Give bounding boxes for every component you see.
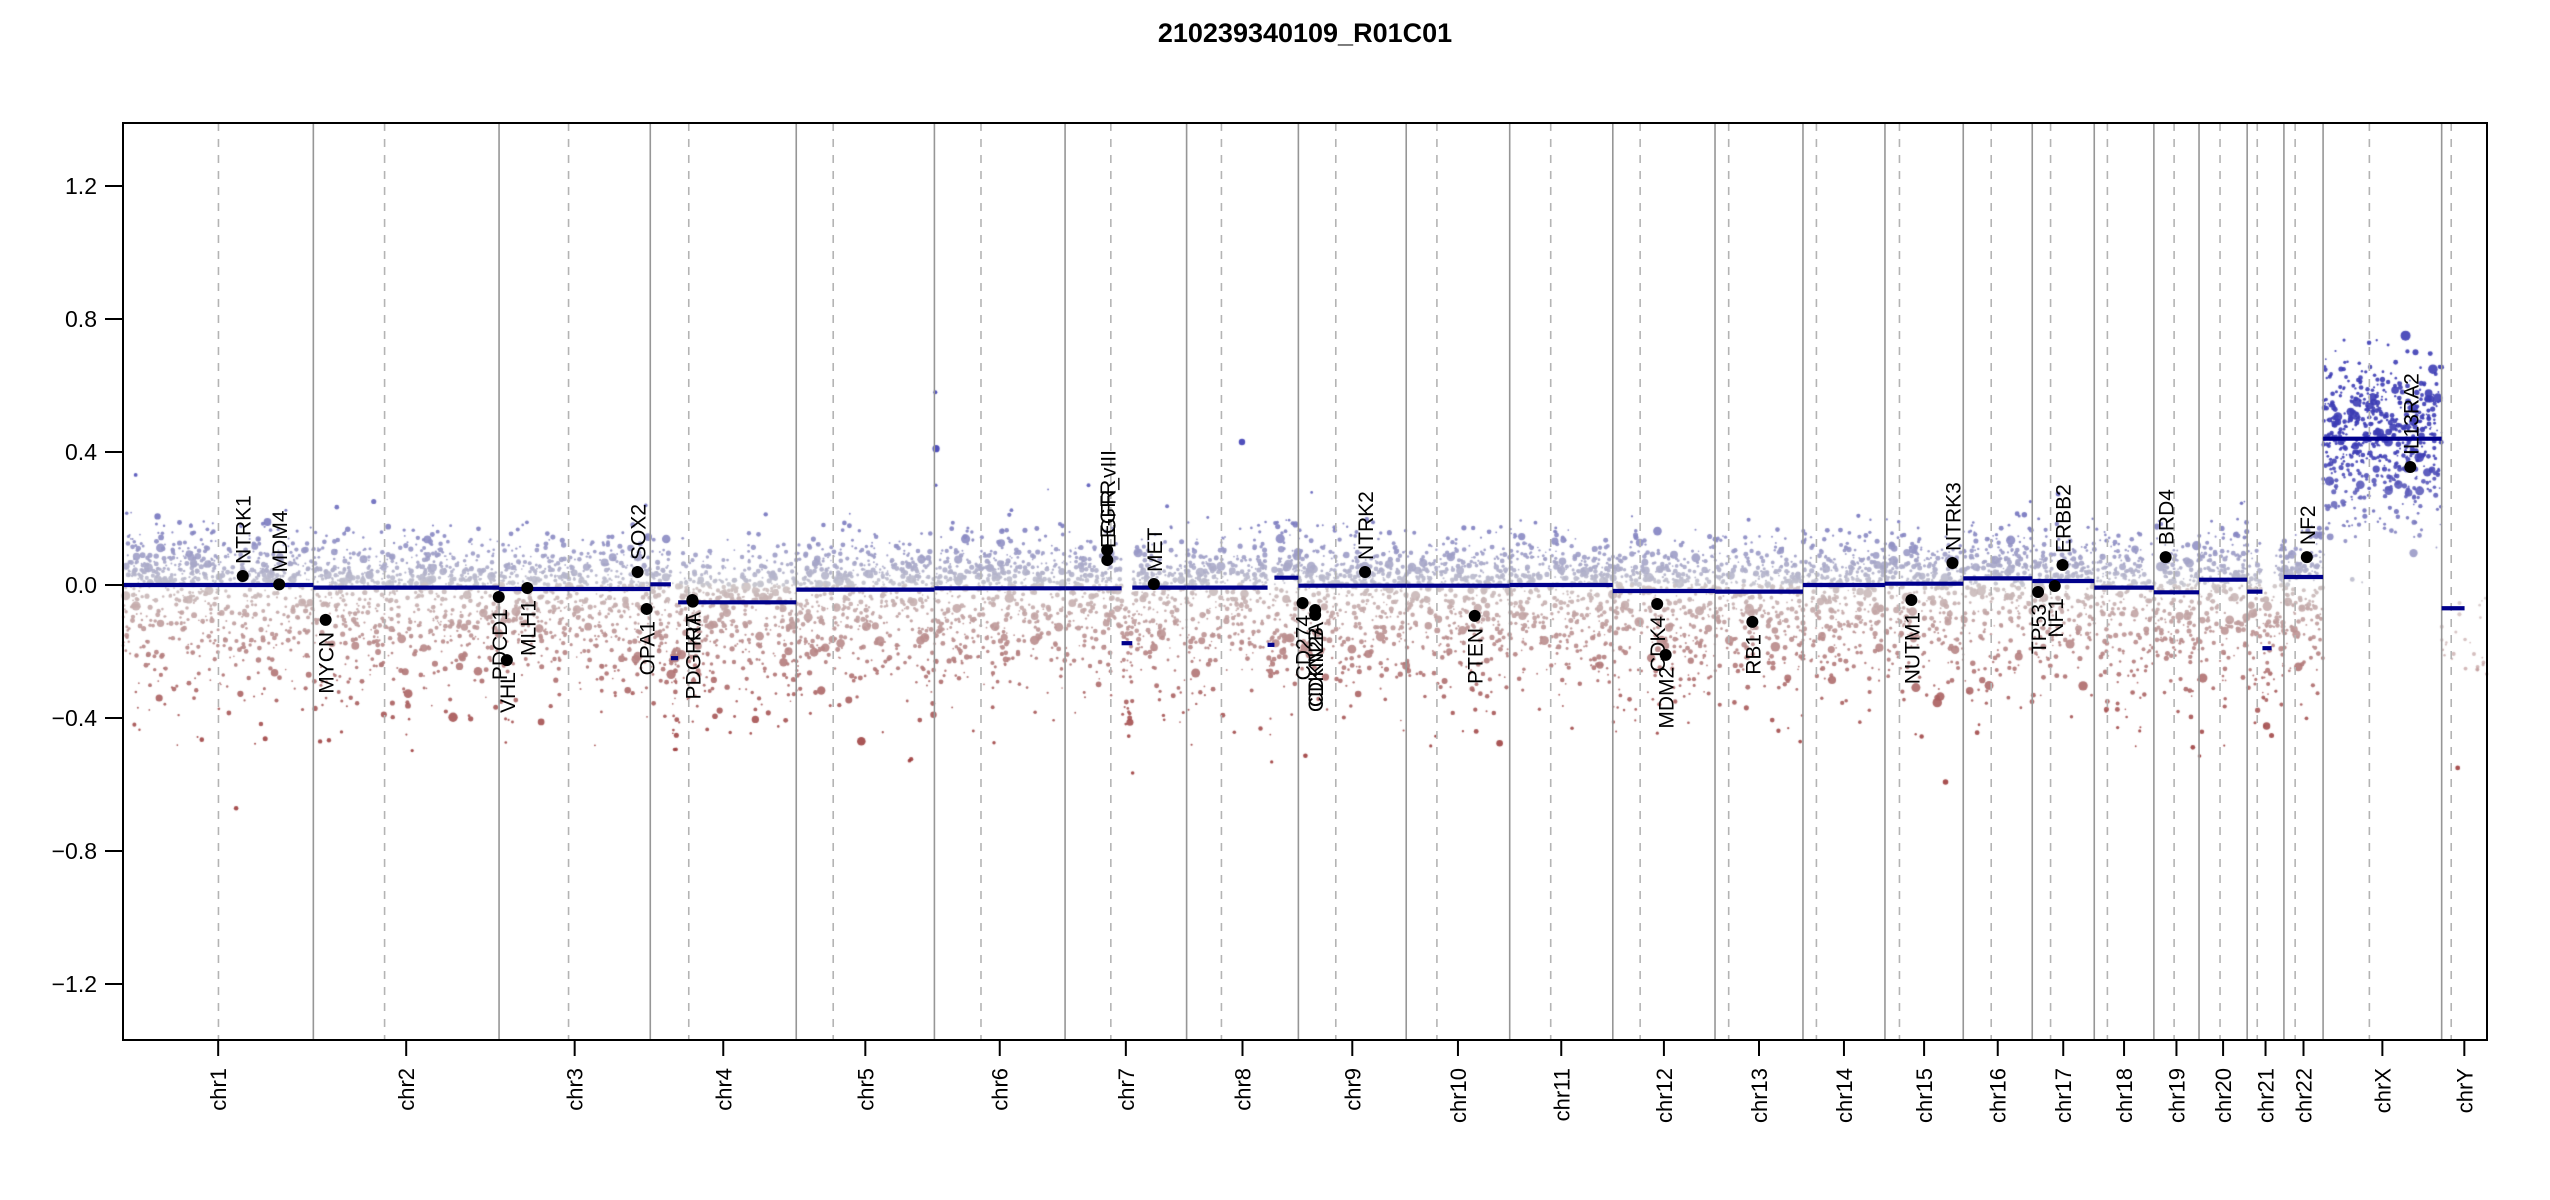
gene-label-SOX2: SOX2 [628,504,651,560]
gene-marker-VHL [500,654,513,667]
x-tick-label-chr2: chr2 [394,1068,419,1111]
gene-marker-KIT [686,595,699,608]
gene-label-VHL: VHL [497,672,520,713]
x-tick-label-chr12: chr12 [1652,1068,1677,1123]
x-tick-label-chr1: chr1 [206,1068,231,1111]
gene-marker-NTRK3 [1946,557,1959,570]
gene-marker-NF1 [2048,579,2061,592]
gene-marker-SOX2 [631,566,644,579]
gene-label-NUTM1: NUTM1 [1901,612,1924,684]
gene-label-NF1: NF1 [2045,598,2068,638]
gene-label-CDK4: CDK4 [1647,616,1670,672]
gene-label-IL13RA2: IL13RA2 [2400,373,2423,455]
gene-marker-BRD4 [2159,551,2172,564]
gene-label-NTRK1: NTRK1 [233,495,256,564]
gene-label-NTRK2: NTRK2 [1355,491,1378,560]
gene-marker-ERBB2 [2056,559,2069,572]
y-tick-label: 0.8 [65,306,97,332]
y-tick-label: 1.2 [65,173,97,199]
plot-box [122,122,2488,1041]
gene-marker-PDCD1 [492,590,505,603]
gene-label-CDKN2B: CDKN2B [1305,627,1328,712]
gene-label-NTRK3: NTRK3 [1942,482,1965,551]
gene-marker-NF2 [2300,551,2313,564]
gene-label-CD274: CD274 [1293,615,1316,681]
gene-label-KIT: KIT [683,613,706,646]
x-tick-label-chr20: chr20 [2211,1068,2236,1123]
gene-label-TP53: TP53 [2028,604,2051,654]
x-tick-label-chr18: chr18 [2112,1068,2137,1123]
gene-marker-NUTM1 [1905,593,1918,606]
x-tick-label-chrX: chrX [2370,1068,2395,1114]
gene-label-BRD4: BRD4 [2156,489,2179,545]
gene-label-MET: MET [1144,528,1167,573]
x-tick-label-chr11: chr11 [1549,1068,1574,1121]
gene-label-MDM2: MDM2 [1656,667,1679,729]
gene-label-NF2: NF2 [2297,505,2320,545]
x-tick-label-chr13: chr13 [1747,1068,1772,1123]
gene-marker-CDK4 [1651,597,1664,610]
gene-marker-EGFR_vIII [1101,554,1114,567]
gene-label-OPA1: OPA1 [637,621,660,675]
gene-label-MLH1: MLH1 [517,600,540,656]
plot-title: 210239340109_R01C01 [1157,18,1453,48]
gene-marker-MDM4 [273,578,286,591]
x-tick-label-chr15: chr15 [1912,1068,1937,1123]
y-tick-label: −0.8 [52,838,97,864]
gene-marker-EGFR [1101,544,1114,557]
gene-label-CDKN2A: CDKN2A [1305,622,1328,707]
gene-label-EGFR_vIII: EGFR_vIII [1097,450,1120,548]
x-tick-label-chr17: chr17 [2051,1068,2076,1123]
gene-marker-MLH1 [521,581,534,594]
y-tick-label: −0.4 [52,705,98,731]
gene-label-PDGFRA: PDGFRA [682,612,705,700]
x-tick-label-chr19: chr19 [2164,1068,2189,1123]
gene-marker-TP53 [2032,585,2045,598]
x-tick-label-chr14: chr14 [1832,1068,1857,1123]
gene-marker-NTRK1 [236,570,249,583]
x-tick-label-chr3: chr3 [563,1068,588,1111]
gene-label-RB1: RB1 [1742,634,1765,675]
x-tick-label-chr9: chr9 [1340,1068,1365,1111]
gene-marker-MDM2 [1659,648,1672,661]
gene-marker-MET [1147,578,1160,591]
gene-label-PTEN: PTEN [1465,628,1488,684]
gene-marker-CDKN2B [1309,608,1322,621]
x-tick-label-chr7: chr7 [1114,1068,1139,1111]
x-tick-label-chr16: chr16 [1986,1068,2011,1123]
x-tick-label-chr22: chr22 [2292,1068,2317,1123]
x-tick-label-chr6: chr6 [988,1068,1013,1111]
gene-label-ERBB2: ERBB2 [2053,484,2076,553]
gene-marker-NTRK2 [1359,566,1372,579]
gene-marker-OPA1 [640,602,653,615]
gene-label-EGFR: EGFR [1097,480,1120,538]
x-tick-label-chrY: chrY [2452,1068,2477,1114]
gene-marker-IL13RA2 [2404,460,2417,473]
gene-marker-RB1 [1746,615,1759,628]
x-tick-label-chr4: chr4 [711,1068,736,1111]
gene-marker-CD274 [1296,596,1309,609]
gene-label-MDM4: MDM4 [269,510,292,572]
x-tick-label-chr21: chr21 [2254,1068,2279,1123]
x-tick-label-chr8: chr8 [1230,1068,1255,1111]
x-tick-label-chr10: chr10 [1446,1068,1471,1123]
gene-label-MYCN: MYCN [316,632,339,694]
y-tick-label: −1.2 [52,971,97,997]
y-tick-label: 0.4 [65,439,97,465]
gene-marker-MYCN [319,613,332,626]
gene-marker-PTEN [1468,609,1481,622]
y-tick-label: 0.0 [65,572,97,598]
gene-label-PDCD1: PDCD1 [489,609,512,680]
x-tick-label-chr5: chr5 [853,1068,878,1111]
